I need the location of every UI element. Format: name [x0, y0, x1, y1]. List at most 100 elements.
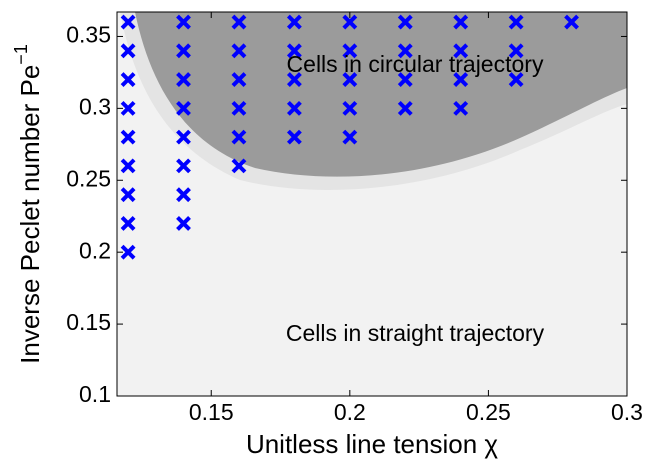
marker: [231, 100, 247, 116]
marker: [176, 100, 191, 116]
marker: [286, 72, 302, 88]
x-axis-label: Unitless line tension χ: [246, 429, 498, 459]
marker-stroke: [397, 100, 413, 116]
marker: [397, 14, 413, 30]
marker-stroke: [176, 129, 191, 145]
marker: [397, 43, 413, 59]
marker-stroke: [176, 14, 191, 30]
marker-stroke: [231, 100, 247, 116]
marker: [231, 14, 247, 30]
marker: [286, 100, 302, 116]
marker-stroke: [120, 129, 136, 145]
x-tick-label: 0.25: [466, 399, 511, 425]
marker-stroke: [120, 158, 136, 174]
y-tick-label: 0.3: [79, 93, 111, 119]
marker: [120, 72, 136, 88]
y-axis-label-exponent: −1: [11, 44, 31, 65]
marker-stroke: [564, 14, 579, 30]
marker: [120, 43, 136, 59]
marker: [231, 43, 247, 59]
marker: [120, 216, 136, 231]
marker: [342, 72, 358, 88]
marker: [120, 100, 136, 116]
y-axis-label: Inverse Peclet number Pe−1: [11, 44, 45, 364]
marker-stroke: [176, 43, 191, 59]
marker: [397, 72, 413, 88]
marker: [342, 14, 358, 30]
marker: [176, 216, 191, 231]
marker-stroke: [342, 129, 358, 145]
annotation: Cells in circular trajectory: [287, 51, 544, 77]
marker-stroke: [286, 129, 302, 145]
marker-stroke: [453, 14, 469, 30]
marker: [564, 14, 579, 30]
marker-stroke: [231, 14, 247, 30]
marker-stroke: [397, 14, 413, 30]
y-tick-label: 0.35: [66, 22, 111, 48]
marker: [231, 129, 247, 145]
marker: [231, 72, 247, 88]
marker: [508, 72, 524, 88]
marker-stroke: [286, 14, 302, 30]
y-tick-label: 0.25: [66, 165, 111, 191]
marker-stroke: [176, 158, 191, 174]
marker-stroke: [508, 14, 524, 30]
circular-region: [135, 12, 627, 177]
marker-stroke: [120, 43, 136, 59]
marker-stroke: [120, 100, 136, 116]
marker-stroke: [176, 100, 191, 116]
marker: [453, 72, 469, 88]
plot-area: [120, 14, 579, 260]
marker-stroke: [176, 216, 191, 231]
marker-stroke: [120, 72, 136, 88]
marker-stroke: [231, 129, 247, 145]
marker-stroke: [342, 43, 358, 59]
axes-box: [116, 11, 628, 397]
marker: [176, 43, 191, 59]
marker: [120, 129, 136, 145]
marker: [120, 158, 136, 174]
annotation: Cells in straight trajectory: [286, 320, 545, 346]
marker-stroke: [231, 158, 247, 174]
marker: [176, 187, 191, 203]
marker: [342, 129, 358, 145]
marker: [453, 43, 469, 59]
marker-stroke: [120, 216, 136, 231]
marker-stroke: [120, 14, 136, 30]
marker-stroke: [453, 43, 469, 59]
marker: [120, 14, 136, 30]
x-tick-label: 0.2: [334, 399, 366, 425]
marker-stroke: [120, 244, 136, 260]
marker-stroke: [397, 43, 413, 59]
marker: [176, 14, 191, 30]
x-tick-label: 0.15: [189, 399, 234, 425]
marker-stroke: [397, 72, 413, 88]
marker: [120, 244, 136, 260]
marker: [342, 100, 358, 116]
marker-stroke: [286, 100, 302, 116]
marker: [176, 72, 191, 88]
marker-stroke: [342, 72, 358, 88]
marker-stroke: [231, 43, 247, 59]
y-tick-label: 0.15: [66, 309, 111, 335]
marker: [231, 158, 247, 174]
y-tick-label: 0.1: [79, 381, 111, 407]
marker-stroke: [453, 100, 469, 116]
marker-stroke: [508, 72, 524, 88]
y-tick-label: 0.2: [79, 237, 111, 263]
marker: [286, 129, 302, 145]
marker: [397, 100, 413, 116]
marker: [176, 158, 191, 174]
marker: [453, 14, 469, 30]
marker: [120, 187, 136, 203]
x-tick-label: 0.3: [611, 399, 643, 425]
marker: [453, 100, 469, 116]
marker-stroke: [508, 43, 524, 59]
marker: [508, 43, 524, 59]
marker-stroke: [231, 72, 247, 88]
marker-stroke: [286, 72, 302, 88]
marker: [286, 43, 302, 59]
marker: [342, 43, 358, 59]
y-axis-label-text: Inverse Peclet number Pe: [15, 65, 45, 364]
